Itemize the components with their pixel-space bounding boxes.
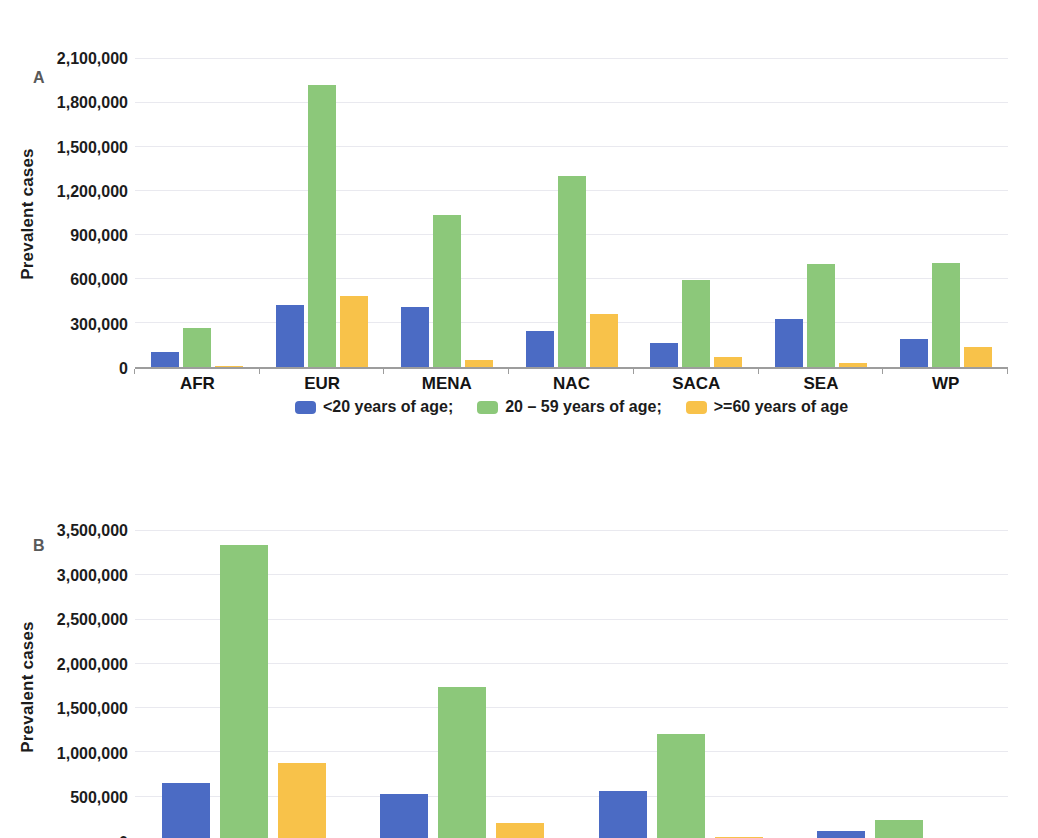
legend-item: <20 years of age;	[295, 399, 453, 415]
bar-group-hic	[135, 531, 353, 838]
legend-label: >=60 years of age	[714, 399, 848, 415]
x-axis-tick	[1007, 369, 1008, 374]
bar-nac	[558, 176, 586, 367]
bar-mena	[401, 307, 429, 367]
bars-layer	[135, 59, 1008, 367]
bar-lic	[817, 831, 865, 838]
figure: A Prevalent cases 0300,000600,000900,000…	[0, 0, 1038, 838]
bar-lmic	[599, 791, 647, 838]
bar-group-mena	[384, 59, 509, 367]
y-axis-ticks: 0300,000600,000900,0001,200,0001,500,000…	[40, 59, 135, 369]
bar-wp	[964, 347, 992, 367]
bar-mena	[433, 215, 461, 367]
x-category-label: NAC	[509, 375, 634, 392]
x-category-label: SEA	[759, 375, 884, 392]
bar-hic	[162, 783, 210, 838]
y-tick-label: 500,000	[70, 790, 128, 806]
bar-group-umic	[353, 531, 571, 838]
plot-area	[135, 59, 1008, 369]
y-tick-label: 1,000,000	[57, 746, 128, 762]
bar-wp	[932, 263, 960, 367]
bar-mena	[465, 360, 493, 367]
bars-layer	[135, 531, 1008, 838]
bar-afr	[215, 366, 243, 367]
legend-item: >=60 years of age	[686, 399, 848, 415]
y-tick-label: 2,100,000	[57, 51, 128, 67]
bar-group-saca	[634, 59, 759, 367]
x-category-label: WP	[883, 375, 1008, 392]
y-axis-title: Prevalent cases	[18, 148, 38, 280]
y-tick-label: 600,000	[70, 272, 128, 288]
y-tick-label: 3,000,000	[57, 568, 128, 584]
y-tick-label: 300,000	[70, 317, 128, 333]
y-axis-ticks: 0500,0001,000,0001,500,0002,000,0002,500…	[40, 531, 135, 838]
legend-swatch	[295, 401, 316, 414]
x-axis-tick	[383, 369, 384, 374]
bar-group-sea	[759, 59, 884, 367]
bar-group-eur	[260, 59, 385, 367]
legend-label: <20 years of age;	[323, 399, 453, 415]
panel-b: B Prevalent cases 0500,0001,000,0001,500…	[0, 531, 1038, 838]
bar-hic	[278, 763, 326, 838]
bar-afr	[151, 352, 179, 367]
bar-umic	[380, 794, 428, 838]
bar-group-wp	[883, 59, 1008, 367]
bar-sea	[839, 363, 867, 367]
x-axis-tick	[758, 369, 759, 374]
x-axis-tick	[508, 369, 509, 374]
x-category-label: AFR	[135, 375, 260, 392]
bar-eur	[340, 296, 368, 367]
x-axis-labels: AFREURMENANACSACASEAWP	[135, 375, 1008, 392]
x-axis-tick	[882, 369, 883, 374]
legend-item: 20 – 59 years of age;	[477, 399, 662, 415]
y-tick-label: 1,800,000	[57, 95, 128, 111]
chart-b: Prevalent cases 0500,0001,000,0001,500,0…	[16, 531, 1008, 838]
bar-group-afr	[135, 59, 260, 367]
x-category-label: SACA	[634, 375, 759, 392]
x-axis-tick	[633, 369, 634, 374]
bar-saca	[682, 280, 710, 367]
bar-nac	[526, 331, 554, 367]
x-category-label: EUR	[260, 375, 385, 392]
y-axis-title: Prevalent cases	[18, 621, 38, 753]
bar-afr	[183, 328, 211, 367]
y-tick-label: 1,500,000	[57, 140, 128, 156]
bar-sea	[807, 264, 835, 367]
y-tick-label: 900,000	[70, 228, 128, 244]
bar-umic	[496, 823, 544, 838]
y-axis-title-column: Prevalent cases	[16, 531, 40, 838]
bar-sea	[775, 319, 803, 367]
bar-lmic	[657, 734, 705, 838]
legend-swatch	[477, 401, 498, 414]
bar-wp	[900, 339, 928, 367]
legend: <20 years of age; 20 – 59 years of age; >=…	[135, 399, 1008, 415]
x-axis-tick	[134, 369, 135, 374]
y-tick-label: 0	[119, 361, 128, 377]
x-category-label: MENA	[384, 375, 509, 392]
legend-swatch	[686, 401, 707, 414]
bar-hic	[220, 545, 268, 838]
bar-saca	[650, 343, 678, 367]
bar-eur	[308, 85, 336, 367]
bar-group-nac	[509, 59, 634, 367]
y-tick-label: 1,200,000	[57, 184, 128, 200]
y-tick-label: 2,000,000	[57, 657, 128, 673]
y-axis-title-column: Prevalent cases	[16, 59, 40, 369]
bar-saca	[714, 357, 742, 367]
bar-eur	[276, 305, 304, 367]
x-axis-tick	[259, 369, 260, 374]
chart-a: Prevalent cases 0300,000600,000900,0001,…	[16, 59, 1008, 369]
y-tick-label: 3,500,000	[57, 523, 128, 539]
bar-group-lic	[790, 531, 1008, 838]
bar-umic	[438, 687, 486, 838]
bar-lic	[875, 820, 923, 838]
plot-area	[135, 531, 1008, 838]
bar-nac	[590, 314, 618, 367]
panel-a: A Prevalent cases 0300,000600,000900,000…	[0, 59, 1038, 477]
y-tick-label: 2,500,000	[57, 612, 128, 628]
y-tick-label: 1,500,000	[57, 701, 128, 717]
legend-label: 20 – 59 years of age;	[505, 399, 662, 415]
bar-group-lmic	[572, 531, 790, 838]
